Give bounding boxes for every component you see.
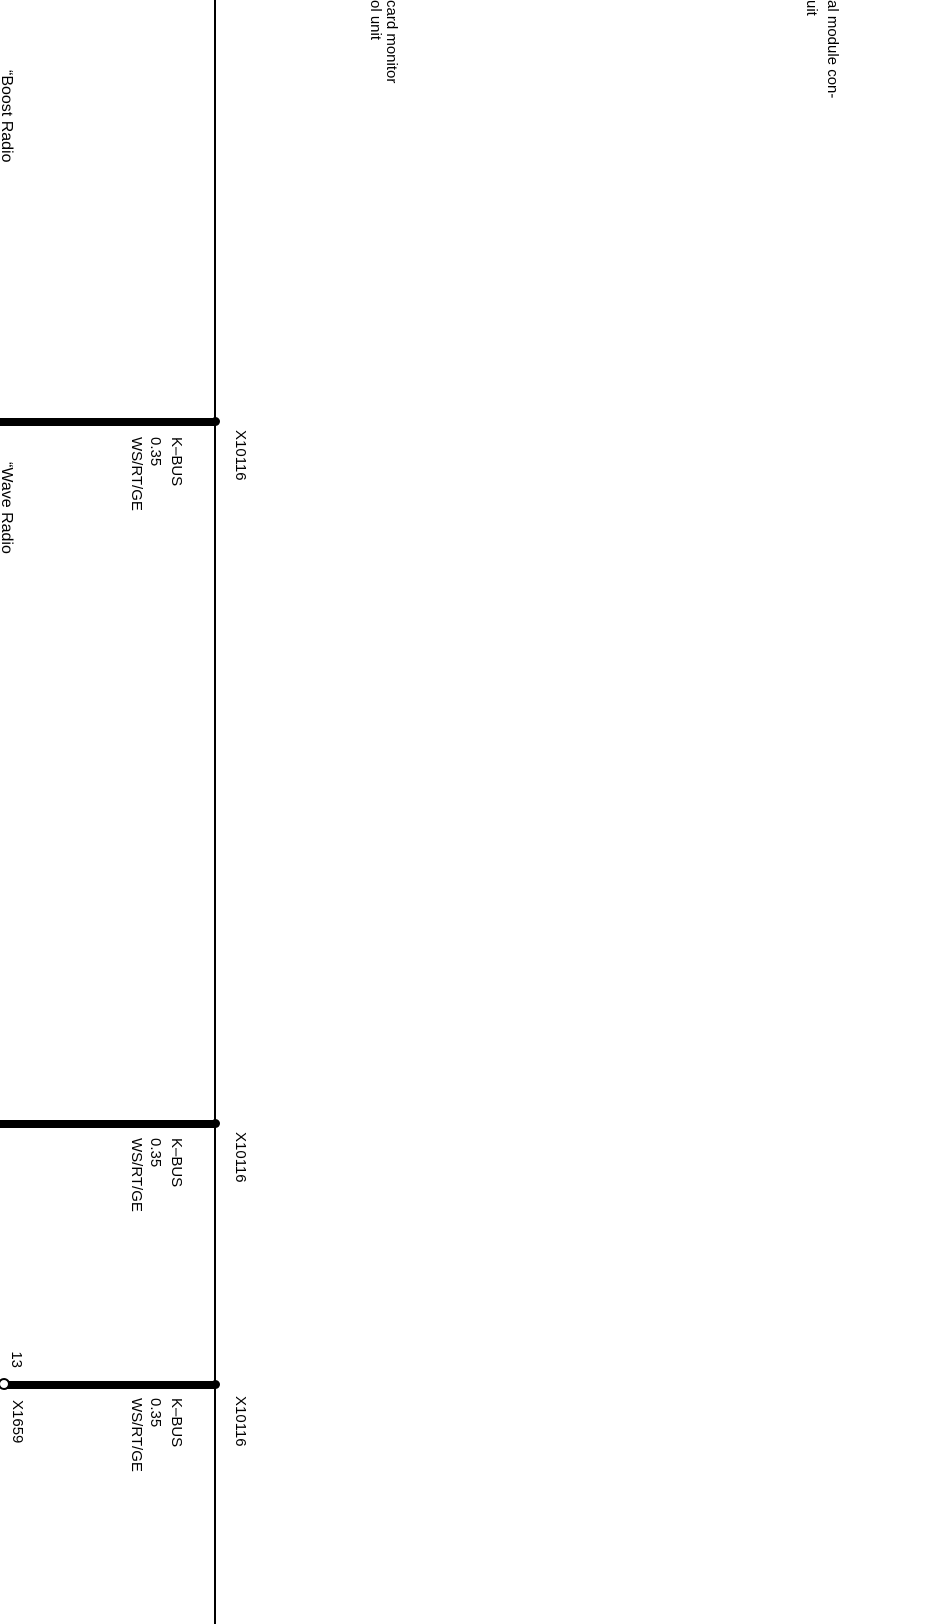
wire-size-1: 0.35 (147, 437, 164, 467)
monitor-control-unit-label-line1: card monitor (383, 0, 400, 84)
wire-size-3: 0.35 (147, 1398, 164, 1428)
wire-name-2: K–BUS (168, 1138, 185, 1188)
pin-number-label: 13 (8, 1351, 25, 1368)
device-label-boost-radio: “Boost Radio (0, 70, 15, 163)
junction-dot-3 (211, 1380, 220, 1389)
junction-label-2: X10116 (232, 1132, 249, 1183)
junction-label-3: X10116 (232, 1396, 249, 1447)
device-label-wave-radio: “Wave Radio (0, 462, 15, 554)
monitor-control-unit-label-line2: ol unit (367, 0, 384, 41)
junction-dot-2 (211, 1119, 220, 1128)
wire-color-2: WS/RT/GE (128, 1138, 145, 1212)
wire-color-3: WS/RT/GE (128, 1398, 145, 1472)
wire-size-2: 0.35 (147, 1138, 164, 1168)
wire-name-3: K–BUS (168, 1398, 185, 1448)
junction-dot-1 (211, 417, 220, 426)
wire-bar-wave-radio (0, 1120, 214, 1128)
junction-label-1: X10116 (232, 430, 249, 481)
wire-bar-boost-radio (0, 418, 214, 426)
connector-label-x1659: X1659 (9, 1400, 26, 1444)
wire-name-1: K–BUS (168, 437, 185, 487)
wire-bar-x1659 (7, 1381, 214, 1389)
module-control-unit-label-line2: uit (803, 0, 820, 16)
module-control-unit-label-line1: al module con- (824, 0, 841, 99)
wire-color-1: WS/RT/GE (128, 437, 145, 511)
